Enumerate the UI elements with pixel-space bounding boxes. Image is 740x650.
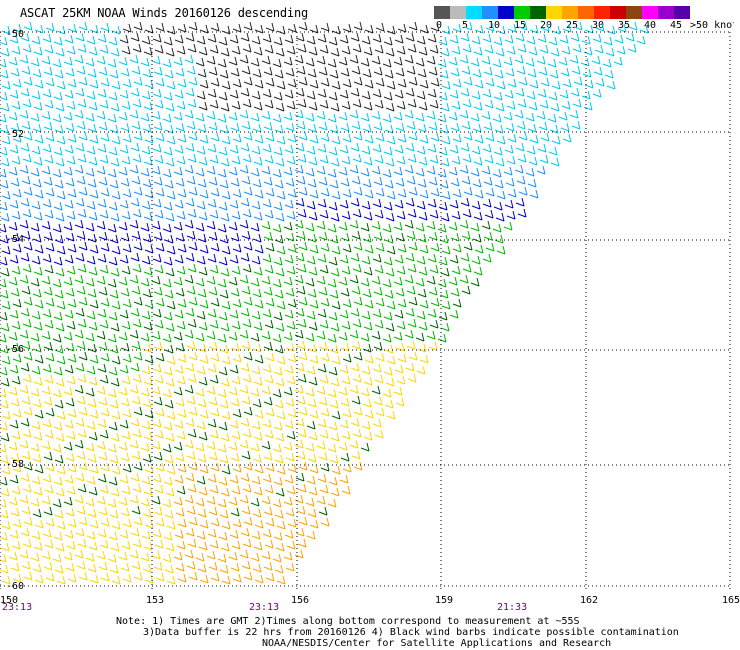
- lon-label: 153: [146, 595, 164, 606]
- note-line-1: Note: 1) Times are GMT 2)Times along bot…: [116, 616, 580, 627]
- time-label: 23:13: [2, 602, 32, 613]
- legend-swatch: [626, 6, 642, 19]
- wind-barb-group: [173, 461, 363, 585]
- legend-swatch: [594, 6, 610, 19]
- lat-label: -50: [6, 29, 24, 40]
- legend-swatch: [674, 6, 690, 19]
- wind-barb-group: [0, 164, 546, 222]
- legend-swatch: [498, 6, 514, 19]
- legend-swatch: [610, 6, 626, 19]
- lat-label: -58: [6, 459, 24, 470]
- lat-lon-grid: [0, 31, 731, 590]
- legend-swatch: [466, 6, 482, 19]
- time-label: 21:33: [497, 602, 527, 613]
- lat-label: -52: [6, 129, 24, 140]
- time-label: 23:13: [249, 602, 279, 613]
- legend-swatch: [482, 6, 498, 19]
- lon-label: 159: [435, 595, 453, 606]
- legend-tick-label: 30: [592, 20, 604, 31]
- wind-barb-group: [119, 21, 440, 112]
- legend-swatch: [562, 6, 578, 19]
- legend-swatch: [530, 6, 546, 19]
- lat-label: -56: [6, 344, 24, 355]
- legend-swatch: [658, 6, 674, 19]
- legend-swatch: [546, 6, 562, 19]
- wind-barb-group: [0, 21, 649, 167]
- legend-tick-label: 25: [566, 20, 578, 31]
- note-line-3: NOAA/NESDIS/Center for Satellite Applica…: [262, 638, 612, 649]
- legend-tick-label: 10: [488, 20, 500, 31]
- wind-barb-group: [0, 340, 438, 585]
- wind-barb-group: [0, 197, 527, 266]
- wind-barb-group: [0, 219, 513, 376]
- wind-barbs-layer: [0, 21, 649, 585]
- legend-tick-label: 5: [462, 20, 468, 31]
- wind-barb-group: [0, 219, 491, 518]
- lon-label: 156: [291, 595, 309, 606]
- legend-tick-label: 45: [670, 20, 682, 31]
- legend-tick-label: 0: [436, 20, 442, 31]
- legend-tick-label: 15: [514, 20, 526, 31]
- legend-swatch: [514, 6, 530, 19]
- legend-color-bar: [434, 6, 690, 19]
- note-line-2: 3)Data buffer is 22 hrs from 20160126 4)…: [143, 627, 679, 638]
- map-title: ASCAT 25KM NOAA Winds 20160126 descendin…: [20, 6, 309, 20]
- lon-label: 162: [580, 595, 598, 606]
- legend-tick-label: 20: [540, 20, 552, 31]
- lat-label: -54: [6, 234, 24, 245]
- lon-label: 165: [722, 595, 740, 606]
- legend-swatch: [450, 6, 466, 19]
- legend-swatch: [578, 6, 594, 19]
- legend-swatch: [434, 6, 450, 19]
- legend-unit: >50 knots: [690, 20, 734, 31]
- legend-swatch: [642, 6, 658, 19]
- legend-tick-label: 40: [644, 20, 656, 31]
- lon-label: 150: [0, 595, 18, 606]
- lat-label: -60: [6, 581, 24, 592]
